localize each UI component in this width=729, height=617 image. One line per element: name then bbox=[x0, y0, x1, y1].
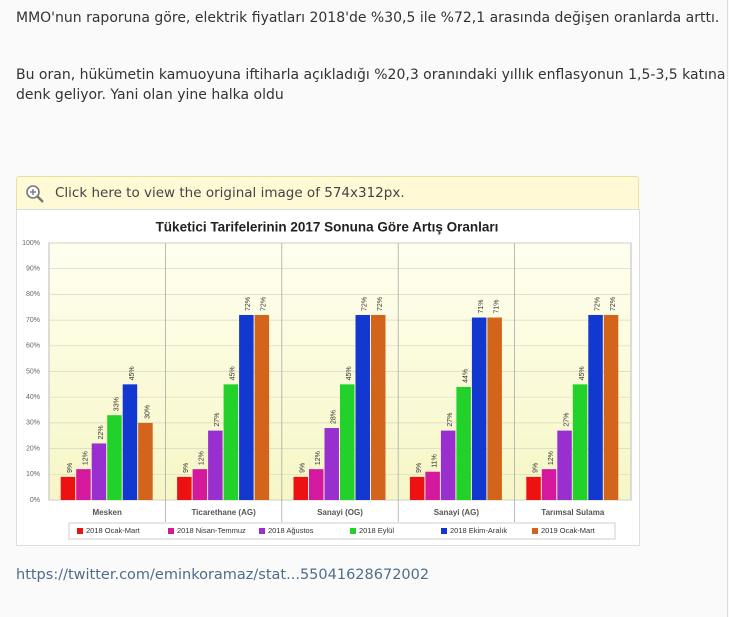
value-label: 9% bbox=[532, 463, 539, 473]
legend-label: 2018 Eylül bbox=[359, 526, 394, 535]
value-label: 71% bbox=[493, 300, 500, 314]
value-label: 12% bbox=[82, 451, 89, 465]
y-tick-label: 40% bbox=[26, 394, 40, 401]
bar bbox=[409, 476, 425, 500]
value-label: 22% bbox=[98, 425, 105, 439]
post-text: Bu oran, hükümetin kamuoyuna iftiharla a… bbox=[16, 67, 726, 103]
category-label: Mesken bbox=[93, 508, 122, 517]
bar bbox=[208, 430, 223, 500]
value-label: 28% bbox=[331, 410, 338, 424]
legend-swatch bbox=[350, 528, 356, 534]
value-label: 33% bbox=[113, 397, 120, 411]
chart[interactable]: Tüketici Tarifelerinin 2017 Sonuna Göre … bbox=[16, 209, 640, 546]
bar bbox=[177, 476, 192, 500]
value-label: 45% bbox=[230, 366, 237, 380]
bar bbox=[340, 384, 355, 500]
bar bbox=[223, 384, 239, 500]
value-label: 9% bbox=[67, 463, 74, 473]
chart-title: Tüketici Tarifelerinin 2017 Sonuna Göre … bbox=[156, 220, 499, 235]
legend-label: 2018 Ağustos bbox=[268, 526, 314, 535]
bar bbox=[309, 469, 324, 500]
bar bbox=[572, 384, 588, 500]
bar bbox=[603, 314, 619, 500]
value-label: 30% bbox=[144, 405, 151, 419]
legend-swatch bbox=[77, 528, 83, 534]
value-label: 44% bbox=[462, 369, 469, 383]
bar bbox=[456, 386, 471, 500]
legend-label: 2018 Ekim-Aralık bbox=[450, 526, 507, 535]
bar bbox=[138, 422, 153, 500]
category-label: Sanayi (OG) bbox=[317, 508, 363, 517]
zoom-icon bbox=[26, 185, 44, 203]
y-tick-label: 0% bbox=[30, 497, 40, 504]
value-label: 27% bbox=[447, 413, 454, 427]
bar bbox=[588, 314, 603, 500]
bar bbox=[541, 469, 557, 500]
y-tick-label: 80% bbox=[26, 291, 40, 298]
bar bbox=[76, 469, 91, 500]
bar bbox=[526, 476, 541, 500]
bar bbox=[471, 317, 487, 500]
y-tick-label: 20% bbox=[26, 445, 40, 452]
value-label: 45% bbox=[129, 366, 136, 380]
legend-swatch bbox=[441, 528, 447, 534]
y-tick-label: 50% bbox=[26, 368, 40, 375]
value-label: 72% bbox=[594, 297, 601, 311]
bar bbox=[192, 469, 208, 500]
y-tick-label: 60% bbox=[26, 343, 40, 350]
bar bbox=[425, 471, 440, 500]
value-label: 72% bbox=[362, 297, 369, 311]
notice-text: Click here to view the original image of… bbox=[55, 185, 405, 201]
value-label: 45% bbox=[579, 366, 586, 380]
bar bbox=[91, 443, 107, 500]
legend-label: 2018 Ocak-Mart bbox=[86, 526, 141, 535]
value-label: 71% bbox=[478, 300, 485, 314]
value-label: 11% bbox=[431, 454, 438, 468]
bar bbox=[557, 430, 572, 500]
bar bbox=[487, 317, 502, 500]
value-label: 72% bbox=[610, 297, 617, 311]
post-text: MMO'nun raporuna göre, elektrik fiyatlar… bbox=[16, 10, 720, 26]
y-tick-label: 90% bbox=[26, 266, 40, 273]
category-label: Tarımsal Sulama bbox=[541, 508, 605, 517]
tweet-link[interactable]: https://twitter.com/eminkoramaz/stat...5… bbox=[16, 567, 430, 583]
bar bbox=[254, 314, 270, 500]
value-label: 45% bbox=[346, 366, 353, 380]
value-label: 9% bbox=[183, 463, 190, 473]
legend-box bbox=[68, 522, 616, 540]
value-label: 72% bbox=[261, 297, 268, 311]
legend-swatch bbox=[259, 528, 265, 534]
bar bbox=[371, 314, 386, 500]
bar bbox=[355, 314, 370, 500]
value-label: 72% bbox=[245, 297, 252, 311]
image-notice[interactable]: Click here to view the original image of… bbox=[16, 176, 639, 209]
bar bbox=[60, 476, 76, 500]
bar bbox=[440, 430, 456, 500]
category-label: Ticarethane (AG) bbox=[191, 508, 256, 517]
value-label: 27% bbox=[563, 413, 570, 427]
value-label: 12% bbox=[199, 451, 206, 465]
category-label: Sanayi (AG) bbox=[434, 508, 480, 517]
legend-swatch bbox=[168, 528, 174, 534]
value-label: 72% bbox=[377, 297, 384, 311]
y-tick-label: 70% bbox=[26, 317, 40, 324]
bar bbox=[122, 384, 138, 500]
y-tick-label: 100% bbox=[22, 240, 40, 247]
bar bbox=[107, 415, 122, 500]
value-label: 12% bbox=[315, 451, 322, 465]
bar bbox=[324, 428, 339, 500]
bar bbox=[293, 476, 308, 500]
legend-label: 2019 Ocak-Mart bbox=[541, 526, 596, 535]
legend-label: 2018 Nisan-Temmuz bbox=[177, 526, 246, 535]
y-tick-label: 10% bbox=[26, 471, 40, 478]
value-label: 9% bbox=[416, 463, 423, 473]
value-label: 12% bbox=[548, 451, 555, 465]
value-label: 9% bbox=[300, 463, 307, 473]
value-label: 27% bbox=[214, 413, 221, 427]
y-tick-label: 30% bbox=[26, 420, 40, 427]
legend-swatch bbox=[532, 528, 538, 534]
bar bbox=[239, 314, 254, 500]
